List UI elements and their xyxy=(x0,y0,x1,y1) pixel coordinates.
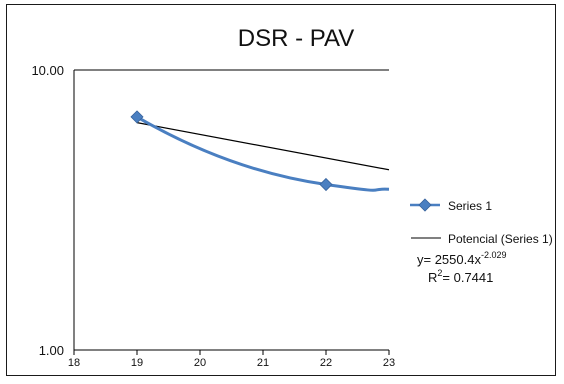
r2-value: = 0.7441 xyxy=(442,270,493,285)
legend-trendline-label: Potencial (Series 1) xyxy=(448,232,553,246)
legend-series-marker xyxy=(418,198,432,212)
chart-title: DSR - PAV xyxy=(238,25,354,52)
x-tick-label: 23 xyxy=(383,357,395,369)
y-tick-label: 1.00 xyxy=(39,343,64,358)
x-tick-label: 21 xyxy=(257,357,269,369)
r2-prefix: R xyxy=(428,270,437,285)
r-squared: R2= 0.7441 xyxy=(428,268,493,285)
y-tick-label: 10.00 xyxy=(31,63,64,78)
x-tick-label: 22 xyxy=(320,357,332,369)
data-point xyxy=(130,110,144,124)
equation-main: y= 2550.4x xyxy=(417,252,481,267)
legend-series-label: Series 1 xyxy=(448,199,492,213)
trendline-equation: y= 2550.4x-2.029 xyxy=(417,250,507,267)
trendline xyxy=(136,122,390,171)
r2-sup: 2 xyxy=(437,268,442,278)
data-point xyxy=(319,177,333,192)
chart-frame xyxy=(6,4,556,376)
series-line xyxy=(136,115,390,192)
equation-exponent: -2.029 xyxy=(481,250,507,260)
x-tick-label: 18 xyxy=(68,357,80,369)
x-tick-label: 20 xyxy=(194,357,206,369)
x-tick-label: 19 xyxy=(131,357,143,369)
